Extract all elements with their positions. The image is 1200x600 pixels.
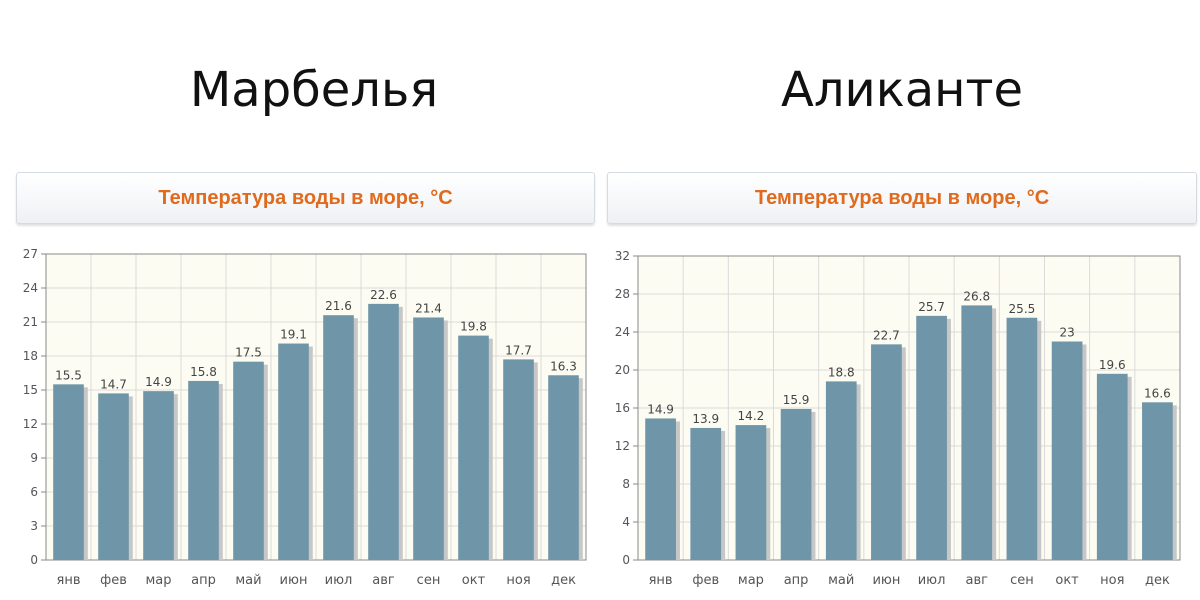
x-tick-label: ноя (506, 573, 530, 588)
data-label: 17.5 (235, 346, 262, 360)
bar (503, 359, 534, 560)
data-label: 15.5 (55, 368, 82, 382)
x-tick-label: июн (872, 573, 900, 588)
data-label: 13.9 (692, 412, 719, 426)
bar (1051, 341, 1083, 560)
data-label: 15.9 (783, 393, 810, 407)
bar (780, 408, 812, 560)
bar-chart-alicante: 0 4 8 12 16 20 24 28 32 14.9 янв 13.9 фев 14.2 мар 15.9… (615, 249, 1181, 588)
y-tick-label: 32 (615, 249, 630, 263)
x-tick-label: дек (551, 573, 576, 588)
x-tick-label: авг (966, 573, 989, 588)
bar (548, 375, 579, 560)
data-label: 16.3 (550, 359, 577, 373)
data-label: 18.8 (828, 365, 855, 379)
bar (188, 380, 219, 560)
x-tick-label: май (828, 573, 854, 588)
data-label: 26.8 (963, 289, 990, 303)
x-tick-label: окт (1055, 573, 1079, 588)
bar (233, 361, 264, 560)
bar (825, 381, 857, 560)
y-tick-label: 18 (23, 349, 38, 363)
x-tick-label: янв (57, 573, 81, 588)
bar (368, 303, 399, 560)
y-tick-label: 28 (615, 287, 630, 301)
data-label: 17.7 (505, 343, 532, 357)
x-tick-label: янв (649, 573, 673, 588)
y-tick-label: 21 (23, 315, 38, 329)
chart-header-marbella: Температура воды в море, °C (16, 172, 595, 224)
bar (735, 425, 767, 560)
y-tick-label: 0 (30, 553, 38, 567)
x-tick-label: авг (372, 573, 395, 588)
x-tick-label: сен (417, 573, 441, 588)
y-tick-label: 20 (615, 363, 630, 377)
plot-frame (637, 255, 1181, 561)
data-label: 19.6 (1099, 358, 1126, 372)
data-label: 25.7 (918, 300, 945, 314)
x-tick-label: сен (1010, 573, 1034, 588)
y-tick-label: 3 (30, 519, 38, 533)
y-tick-label: 15 (23, 383, 38, 397)
bar (1006, 317, 1038, 560)
bar (961, 305, 993, 560)
bar-chart-marbella: 0 3 6 9 12 15 18 21 24 27 15.5 янв 14.7 фев 14.9 мар 15.… (23, 247, 587, 588)
x-tick-label: фев (692, 573, 719, 588)
data-label: 21.6 (325, 299, 352, 313)
data-label: 21.4 (415, 301, 442, 315)
x-tick-label: окт (462, 573, 486, 588)
x-tick-label: ноя (1100, 573, 1124, 588)
bar (53, 384, 84, 560)
x-tick-label: июн (280, 573, 308, 588)
y-tick-label: 12 (615, 439, 630, 453)
bar (98, 393, 129, 560)
plot-frame (45, 253, 587, 561)
y-tick-label: 27 (23, 247, 38, 261)
data-label: 22.6 (370, 288, 397, 302)
y-tick-label: 9 (30, 451, 38, 465)
x-tick-label: апр (191, 573, 216, 588)
bar (690, 427, 722, 560)
chart-header-alicante: Температура воды в море, °C (607, 172, 1197, 224)
bar (1096, 373, 1128, 560)
x-tick-label: дек (1145, 573, 1170, 588)
y-tick-label: 4 (622, 515, 630, 529)
bar (645, 418, 676, 560)
y-tick-label: 12 (23, 417, 38, 431)
x-tick-label: мар (738, 573, 764, 588)
bar (1142, 402, 1173, 560)
data-label: 14.2 (738, 409, 765, 423)
bar (323, 315, 354, 560)
data-label: 14.7 (100, 377, 127, 391)
x-tick-label: апр (784, 573, 809, 588)
bar (916, 315, 947, 560)
data-label: 19.1 (280, 328, 307, 342)
data-label: 16.6 (1144, 386, 1171, 400)
data-label: 15.8 (190, 365, 217, 379)
bar (143, 391, 174, 560)
x-tick-label: мар (145, 573, 171, 588)
y-tick-label: 24 (23, 281, 38, 295)
city-title-marbella: Марбелья (189, 62, 439, 118)
y-tick-label: 8 (622, 477, 630, 491)
x-tick-label: май (235, 573, 261, 588)
bar (871, 344, 902, 560)
y-tick-label: 0 (622, 553, 630, 567)
y-tick-label: 24 (615, 325, 630, 339)
bar (278, 343, 309, 560)
bar (458, 335, 489, 560)
y-tick-label: 16 (615, 401, 630, 415)
data-label: 23 (1059, 326, 1074, 340)
city-title-alicante: Аликанте (781, 62, 1023, 118)
data-label: 14.9 (145, 375, 172, 389)
x-tick-label: июл (918, 573, 946, 588)
y-tick-label: 6 (30, 485, 38, 499)
data-label: 25.5 (1009, 302, 1036, 316)
data-label: 22.7 (873, 328, 900, 342)
data-label: 14.9 (647, 402, 674, 416)
bar (413, 317, 444, 560)
x-tick-label: июл (325, 573, 353, 588)
x-tick-label: фев (100, 573, 127, 588)
data-label: 19.8 (460, 320, 487, 334)
